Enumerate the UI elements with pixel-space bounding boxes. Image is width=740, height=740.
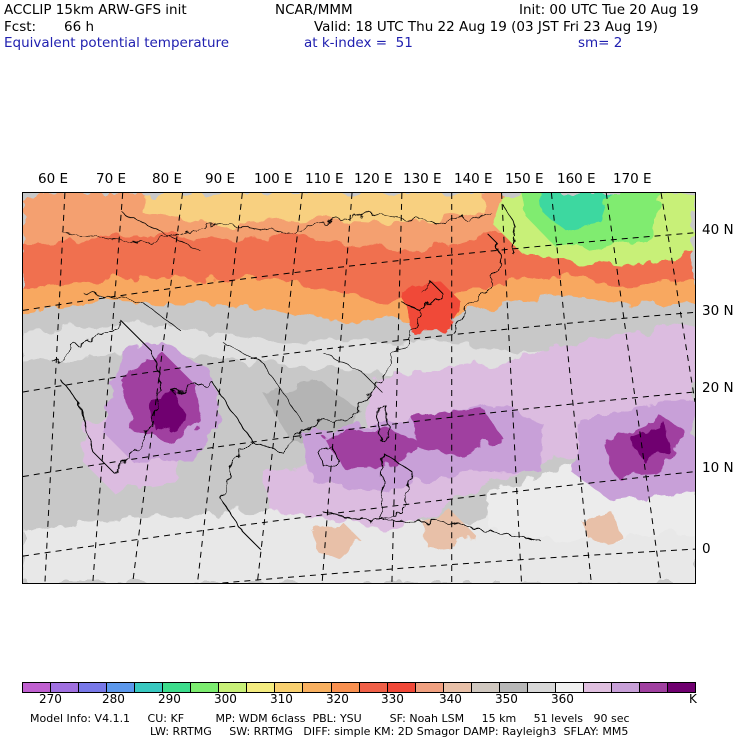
colorbar-tick-label: 320 — [326, 692, 349, 706]
colorbar-swatch — [135, 683, 164, 692]
colorbar-swatch — [331, 683, 360, 692]
colorbar-tick-label: 300 — [214, 692, 237, 706]
colorbar-unit: K — [689, 692, 697, 706]
colorbar-swatch — [359, 683, 388, 692]
init-time: Init: 00 UTC Tue 20 Aug 19 — [519, 2, 699, 18]
colorbar-tick-label: 310 — [270, 692, 293, 706]
lon-label: 80 E — [152, 171, 182, 187]
lat-label: 30 N — [702, 303, 734, 319]
colorbar-swatch — [23, 683, 52, 692]
level-info: at k-index = 51 — [304, 35, 413, 51]
forecast-label: Fcst: — [4, 19, 37, 35]
colorbar-swatch — [499, 683, 528, 692]
colorbar-swatch — [219, 683, 248, 692]
lon-label: 130 E — [403, 171, 442, 187]
equivalent-potential-temperature-map — [22, 192, 696, 584]
colorbar-swatch — [443, 683, 472, 692]
colorbar-swatch — [79, 683, 108, 692]
model-title: ACCLIP 15km ARW-GFS init — [4, 2, 187, 18]
colorbar-swatch — [163, 683, 192, 692]
lon-label: 170 E — [613, 171, 652, 187]
colorbar-tick-label: 330 — [381, 692, 404, 706]
forecast-hour: 66 h — [64, 19, 95, 35]
organization: NCAR/MMM — [275, 2, 353, 18]
colorbar-swatch — [51, 683, 80, 692]
colorbar-tick-label: 280 — [102, 692, 125, 706]
colorbar-tick-label: 360 — [551, 692, 574, 706]
lon-label: 60 E — [38, 171, 68, 187]
lon-label: 140 E — [454, 171, 493, 187]
colorbar-tick-label: 340 — [439, 692, 462, 706]
model-info-line1: Model Info: V4.1.1 CU: KF MP: WDM 6class… — [30, 712, 630, 725]
lat-label: 20 N — [702, 380, 734, 396]
colorbar-swatch — [611, 683, 641, 692]
lon-label: 110 E — [305, 171, 344, 187]
colorbar-swatch — [471, 683, 500, 692]
lat-label: 10 N — [702, 460, 734, 476]
lon-label: 120 E — [354, 171, 393, 187]
smoothing-info: sm= 2 — [578, 35, 623, 51]
colorbar-tick-label: 290 — [158, 692, 181, 706]
model-info-line2: LW: RRTMG SW: RRTMG DIFF: simple KM: 2D … — [150, 725, 629, 738]
lon-label: 100 E — [254, 171, 293, 187]
lat-label: 40 N — [702, 222, 734, 238]
lon-label: 150 E — [505, 171, 544, 187]
colorbar-swatch — [555, 683, 584, 692]
colorbar-swatch — [191, 683, 220, 692]
field-name: Equivalent potential temperature — [4, 35, 230, 51]
valid-time: Valid: 18 UTC Thu 22 Aug 19 (03 JST Fri … — [314, 19, 658, 35]
colorbar-swatch — [275, 683, 304, 692]
colorbar-swatch — [415, 683, 444, 692]
lon-label: 90 E — [205, 171, 235, 187]
colorbar-swatch — [527, 683, 556, 692]
color-legend-bar — [22, 682, 696, 693]
colorbar-swatch — [387, 683, 416, 692]
lat-label: 0 — [702, 541, 711, 557]
colorbar-swatch — [668, 683, 696, 692]
lon-label: 160 E — [557, 171, 596, 187]
colorbar-swatch — [247, 683, 276, 692]
colorbar-swatch — [583, 683, 612, 692]
lon-label: 70 E — [96, 171, 126, 187]
colorbar-swatch — [303, 683, 332, 692]
colorbar-swatch — [107, 683, 136, 692]
colorbar-tick-label: 270 — [39, 692, 62, 706]
colorbar-tick-label: 350 — [495, 692, 518, 706]
colorbar-swatch — [640, 683, 669, 692]
